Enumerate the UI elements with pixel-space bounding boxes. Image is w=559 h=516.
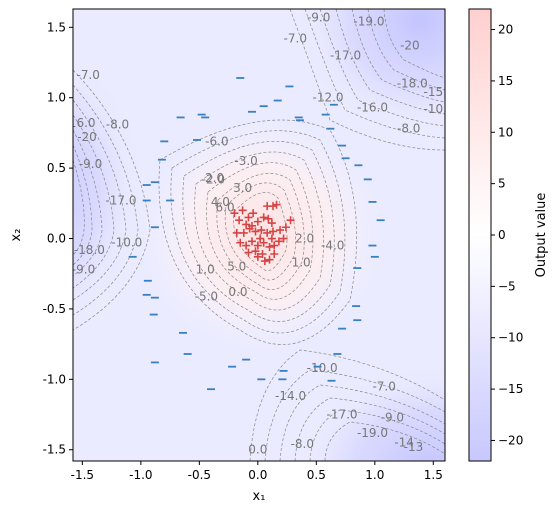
contour-label: -10.0	[111, 236, 142, 250]
colorbar-gradient	[469, 9, 491, 461]
contour-label: -17.0	[105, 194, 136, 208]
contour-label: -16.0	[357, 101, 388, 115]
x-tick-label: 1.5	[424, 468, 443, 482]
y-axis-label: x₂	[9, 229, 24, 242]
y-tick-label: -1.5	[43, 443, 66, 457]
contour-label: -17.0	[330, 48, 361, 62]
contour-label: 1.0	[292, 255, 311, 269]
x-axis: -1.5 -1.0 -0.5 0.0 0.5 1.0 1.5	[71, 461, 443, 482]
x-tick-label: 0.0	[248, 468, 267, 482]
contour-label: 0.0	[248, 443, 267, 457]
contour-label: -8.0	[106, 117, 129, 131]
contour-label: 3.0	[233, 181, 252, 195]
contour-label: -16.0	[64, 116, 95, 130]
contour-label: -14.0	[275, 389, 306, 403]
y-tick-label: -1.0	[43, 372, 66, 386]
contour-label: -3.0	[234, 154, 257, 168]
y-tick-label: 1.0	[47, 91, 66, 105]
y-axis: -1.5 -1.0 -0.5 0.0 0.5 1.0 1.5	[43, 20, 73, 456]
y-tick-label: 1.5	[47, 20, 66, 34]
contour-label: -20	[400, 39, 420, 53]
colorbar-tick-label: 15	[498, 74, 513, 88]
contour-label: -9.0	[79, 157, 102, 171]
contour-label: -8.0	[291, 437, 314, 451]
colorbar-tick-label: −5	[498, 279, 516, 293]
colorbar-tick-label: 20	[498, 23, 513, 37]
colorbar-label: Output value	[534, 193, 549, 278]
colorbar: −20 −15 −10 −5 0 5 10 15 20 Output value	[469, 9, 549, 461]
contour-label: -7.0	[76, 68, 99, 82]
contour-label: -10.0	[307, 361, 338, 375]
contour-label: -20	[77, 130, 97, 144]
contour-label: -19.0	[353, 15, 384, 29]
x-tick-label: -0.5	[188, 468, 211, 482]
x-tick-label: 0.5	[307, 468, 326, 482]
contour-label: -8.0	[397, 122, 420, 136]
colorbar-tick-label: −15	[498, 382, 523, 396]
contour-label: -6.0	[205, 134, 228, 148]
colorbar-tick-label: 0	[498, 228, 506, 242]
contour-label: -2.0	[202, 172, 225, 186]
y-tick-label: 0.5	[47, 161, 66, 175]
y-tick-label: -0.5	[43, 302, 66, 316]
x-tick-label: -1.5	[71, 468, 94, 482]
contour-label: 0.0	[228, 285, 247, 299]
contour-label: -12.0	[312, 91, 343, 105]
colorbar-ticks: −20 −15 −10 −5 0 5 10 15 20	[491, 23, 523, 448]
contour-label: -7.0	[372, 379, 395, 393]
contour-label: -18.0	[74, 243, 105, 257]
contour-label: -5.0	[195, 289, 218, 303]
colorbar-tick-label: −10	[498, 331, 523, 345]
contour-label: -7.0	[284, 32, 307, 46]
contour-label: -9.0	[72, 262, 95, 276]
contour-label: -9.0	[307, 10, 330, 24]
contour-label: -19.0	[357, 426, 388, 440]
x-tick-label: 1.0	[365, 468, 384, 482]
contour-label: -10	[423, 102, 443, 116]
contour-label: 1.0	[196, 262, 215, 276]
x-tick-label: -1.0	[129, 468, 152, 482]
contour-label: 4.0	[211, 195, 230, 209]
contour-label: -4.0	[321, 239, 344, 253]
contour-label: -15	[423, 85, 443, 99]
colorbar-tick-label: −20	[498, 433, 523, 447]
contour-label: -17.0	[327, 408, 358, 422]
x-axis-label: x₁	[253, 489, 266, 504]
colorbar-tick-label: 10	[498, 125, 513, 139]
contour-label: -9.0	[381, 410, 404, 424]
contour-label: 2.0	[295, 232, 314, 246]
contour-label: -13	[404, 440, 424, 454]
colorbar-tick-label: 5	[498, 177, 506, 191]
center-region	[142, 120, 382, 350]
contour-label: 5.0	[227, 260, 246, 274]
y-tick-label: 0.0	[47, 232, 66, 246]
